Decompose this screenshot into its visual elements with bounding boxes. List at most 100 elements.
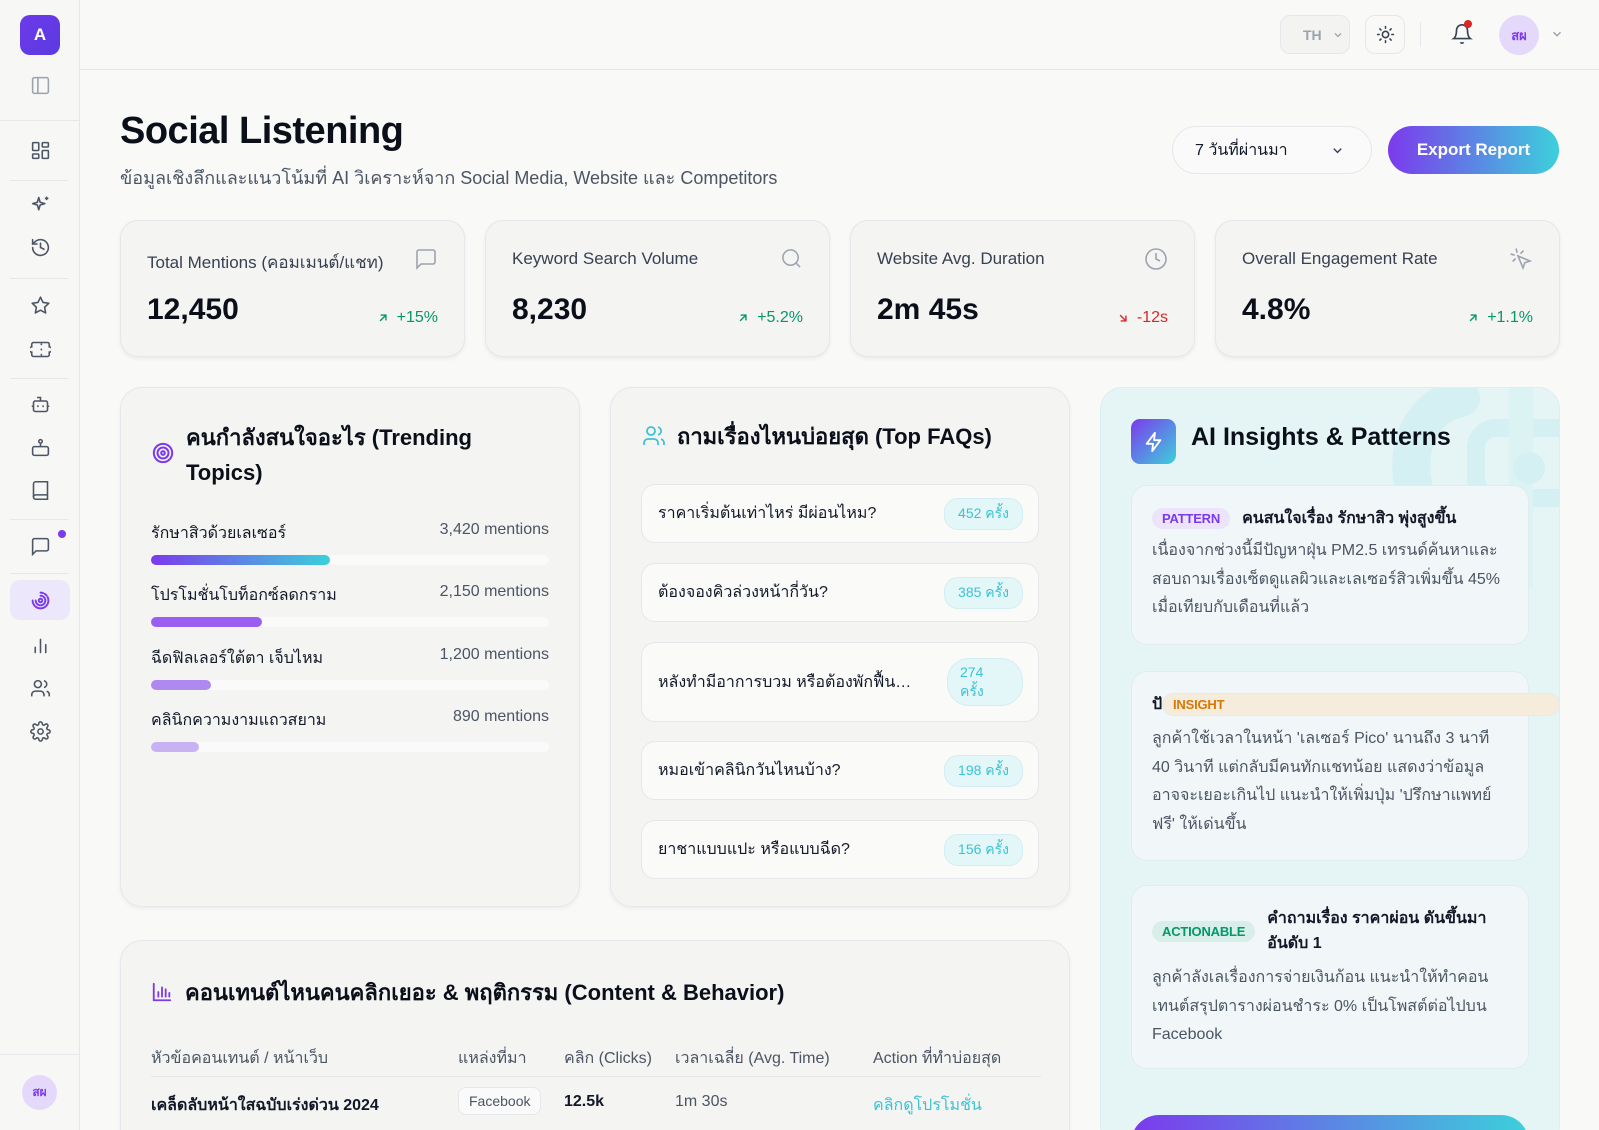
sidebar-divider bbox=[10, 519, 68, 520]
stat-label: Website Avg. Duration bbox=[877, 249, 1045, 268]
insight-card-pattern[interactable]: PATTERN คนสนใจเรื่อง รักษาสิว พุ่งสูงขึ้… bbox=[1131, 485, 1529, 645]
user-avatar[interactable]: สผ bbox=[1499, 15, 1539, 55]
sidebar-item-knowledge-base[interactable] bbox=[10, 470, 70, 510]
sidebar-user-avatar[interactable]: สผ bbox=[22, 1075, 57, 1110]
clicks-value: 12.5k bbox=[564, 1093, 605, 1110]
theme-toggle-button[interactable] bbox=[1365, 15, 1405, 54]
sidebar-item-dashboard[interactable] bbox=[10, 130, 70, 170]
stat-delta: +1.1% bbox=[1466, 309, 1533, 327]
chevron-down-icon bbox=[1330, 143, 1345, 158]
top-action-link[interactable]: คลิกดูโปรโมชั่น bbox=[873, 1097, 982, 1114]
sidebar-item-tickets[interactable] bbox=[10, 329, 70, 369]
language-label: TH bbox=[1303, 26, 1322, 43]
sidebar-item-bot[interactable] bbox=[10, 384, 70, 424]
actionable-tag: ACTIONABLE bbox=[1152, 920, 1256, 942]
content-behavior-panel: คอนเทนต์ไหนคนคลิกเยอะ & พฤติกรรม (Conten… bbox=[120, 940, 1070, 1130]
ai-action-button[interactable] bbox=[1131, 1115, 1529, 1130]
toggle-sidebar-button[interactable] bbox=[10, 65, 70, 105]
content-title: เคล็ดลับหน้าใสฉบับเร่งด่วน 2024 bbox=[151, 1097, 379, 1114]
faq-question: ต้องจองคิวล่วงหน้ากี่วัน? bbox=[658, 584, 828, 601]
sidebar-divider bbox=[10, 278, 68, 279]
stat-delta: +5.2% bbox=[736, 309, 803, 327]
sidebar-divider bbox=[10, 180, 68, 181]
sparkles-icon bbox=[30, 194, 51, 215]
topic-count: 1,200 mentions bbox=[439, 646, 549, 663]
faq-item[interactable]: หมอเข้าคลินิกวันไหนบ้าง? 198 ครั้ง bbox=[641, 741, 1039, 800]
page-title: Social Listening bbox=[120, 110, 404, 152]
top-faqs-panel: ถามเรื่องไหนบ่อยสุด (Top FAQs) ราคาเริ่ม… bbox=[610, 387, 1070, 907]
sidebar-item-ai-sparkles[interactable] bbox=[10, 184, 70, 224]
topic-progress-track bbox=[151, 617, 549, 627]
faq-question: ราคาเริ่มต้นเท่าไหร่ มีผ่อนไหม? bbox=[658, 505, 877, 522]
message-square-icon bbox=[30, 536, 51, 557]
insight-body: ลูกค้าใช้เวลาในหน้า 'เลเซอร์ Pico' นานถึ… bbox=[1152, 730, 1492, 833]
insight-title: คนสนใจเรื่อง รักษาสิว พุ่งสูงขึ้น bbox=[1242, 510, 1457, 527]
notifications-button[interactable] bbox=[1447, 18, 1477, 50]
trending-topics-panel: คนกำลังสนใจอะไร (Trending Topics) รักษาส… bbox=[120, 387, 580, 907]
date-range-value: 7 วันที่ผ่านมา bbox=[1195, 141, 1288, 159]
column-header-clicks: คลิก (Clicks) bbox=[564, 1050, 652, 1067]
insight-card-insight[interactable]: INSIGHT ปัญหาการปิดการขายจากหน้าเว็บ ลูก… bbox=[1131, 671, 1559, 861]
faq-question: หลังทำมีอาการบวม หรือต้องพักฟื้นกี่วัน? bbox=[658, 673, 920, 691]
faq-count-badge: 385 ครั้ง bbox=[944, 576, 1023, 609]
layout-grid-icon bbox=[30, 140, 51, 161]
faq-item[interactable]: ราคาเริ่มต้นเท่าไหร่ มีผ่อนไหม? 452 ครั้… bbox=[641, 484, 1039, 543]
sidebar-item-users[interactable] bbox=[10, 668, 70, 708]
users-icon bbox=[642, 424, 666, 448]
stat-card-total-mentions: Total Mentions (คอมเมนต์/แชท) 12,450 +15… bbox=[120, 220, 465, 357]
column-header-source: แหล่งที่มา bbox=[458, 1050, 527, 1067]
export-report-button[interactable]: Export Report bbox=[1388, 126, 1559, 174]
stat-card-engagement-rate: Overall Engagement Rate 4.8% +1.1% bbox=[1215, 220, 1560, 357]
bell-icon bbox=[1451, 22, 1473, 46]
ai-insights-panel: AI Insights & Patterns PATTERN คนสนใจเรื… bbox=[1100, 387, 1560, 1130]
language-selector[interactable]: TH bbox=[1280, 15, 1350, 54]
stat-card-website-duration: Website Avg. Duration 2m 45s -12s bbox=[850, 220, 1195, 357]
sidebar-item-chat[interactable] bbox=[10, 526, 70, 566]
sidebar-item-bot-agent[interactable] bbox=[10, 427, 70, 467]
topic-progress-fill bbox=[151, 555, 331, 565]
sidebar-divider bbox=[0, 1054, 79, 1055]
trending-topic-item[interactable]: โปรโมชั่นโบท็อกซ์ลดกราม 2,150 mentions bbox=[151, 583, 549, 627]
avg-time-value: 1m 30s bbox=[675, 1093, 728, 1110]
faq-item[interactable]: ยาชาแบบแปะ หรือแบบฉีด? 156 ครั้ง bbox=[641, 820, 1039, 879]
stat-card-keyword-search: Keyword Search Volume 8,230 +5.2% bbox=[485, 220, 830, 357]
trending-topic-item[interactable]: ฉีดฟิลเลอร์ใต้ตา เจ็บไหม 1,200 mentions bbox=[151, 646, 549, 690]
insight-title: คำถามเรื่อง ราคาผ่อน ดันขึ้นมาอันดับ 1 bbox=[1267, 910, 1487, 952]
faq-item[interactable]: ต้องจองคิวล่วงหน้ากี่วัน? 385 ครั้ง bbox=[641, 563, 1039, 622]
bot-icon bbox=[30, 394, 51, 415]
ticket-icon bbox=[29, 339, 51, 360]
sidebar-divider bbox=[10, 573, 68, 574]
sidebar-item-analytics[interactable] bbox=[10, 625, 70, 665]
stat-value: 4.8% bbox=[1242, 293, 1311, 326]
stat-value: 2m 45s bbox=[877, 293, 979, 326]
sidebar-item-favorites[interactable] bbox=[10, 285, 70, 325]
topic-progress-fill bbox=[151, 617, 263, 627]
topic-progress-track bbox=[151, 742, 549, 752]
table-header-divider bbox=[151, 1076, 1041, 1077]
trending-topic-item[interactable]: รักษาสิวด้วยเลเซอร์ 3,420 mentions bbox=[151, 521, 549, 565]
ai-insights-title: AI Insights & Patterns bbox=[1191, 423, 1451, 451]
topic-name: คลินิกความงามแถวสยาม bbox=[151, 712, 327, 729]
bot-antenna-icon bbox=[30, 437, 51, 458]
date-range-select[interactable]: 7 วันที่ผ่านมา bbox=[1172, 126, 1372, 174]
sidebar-item-settings[interactable] bbox=[10, 711, 70, 751]
sidebar: A bbox=[0, 0, 80, 1130]
app-logo[interactable]: A bbox=[20, 15, 60, 55]
sidebar-divider bbox=[0, 120, 79, 121]
faq-item[interactable]: หลังทำมีอาการบวม หรือต้องพักฟื้นกี่วัน? … bbox=[641, 642, 1039, 722]
clock-icon bbox=[1144, 247, 1168, 271]
user-menu-chevron-icon[interactable] bbox=[1550, 27, 1564, 41]
faq-count-badge: 198 ครั้ง bbox=[944, 754, 1023, 787]
panel-left-icon bbox=[30, 75, 51, 96]
pattern-tag: PATTERN bbox=[1152, 508, 1231, 529]
trending-topic-item[interactable]: คลินิกความงามแถวสยาม 890 mentions bbox=[151, 708, 549, 752]
content-behavior-title: คอนเทนต์ไหนคนคลิกเยอะ & พฤติกรรม (Conten… bbox=[185, 980, 785, 1005]
sidebar-item-history[interactable] bbox=[10, 227, 70, 267]
column-header-action: Action ที่ทำบ่อยสุด bbox=[873, 1050, 1002, 1067]
arrow-down-right-icon bbox=[1119, 314, 1127, 322]
sidebar-item-social-listening[interactable] bbox=[10, 580, 70, 620]
target-icon bbox=[152, 442, 174, 464]
insight-body: เนื่องจากช่วงนี้มีปัญหาฝุ่น PM2.5 เทรนด์… bbox=[1152, 542, 1500, 616]
stat-label: Overall Engagement Rate bbox=[1242, 249, 1438, 268]
insight-card-actionable[interactable]: ACTIONABLE คำถามเรื่อง ราคาผ่อน ดันขึ้นม… bbox=[1131, 885, 1529, 1069]
